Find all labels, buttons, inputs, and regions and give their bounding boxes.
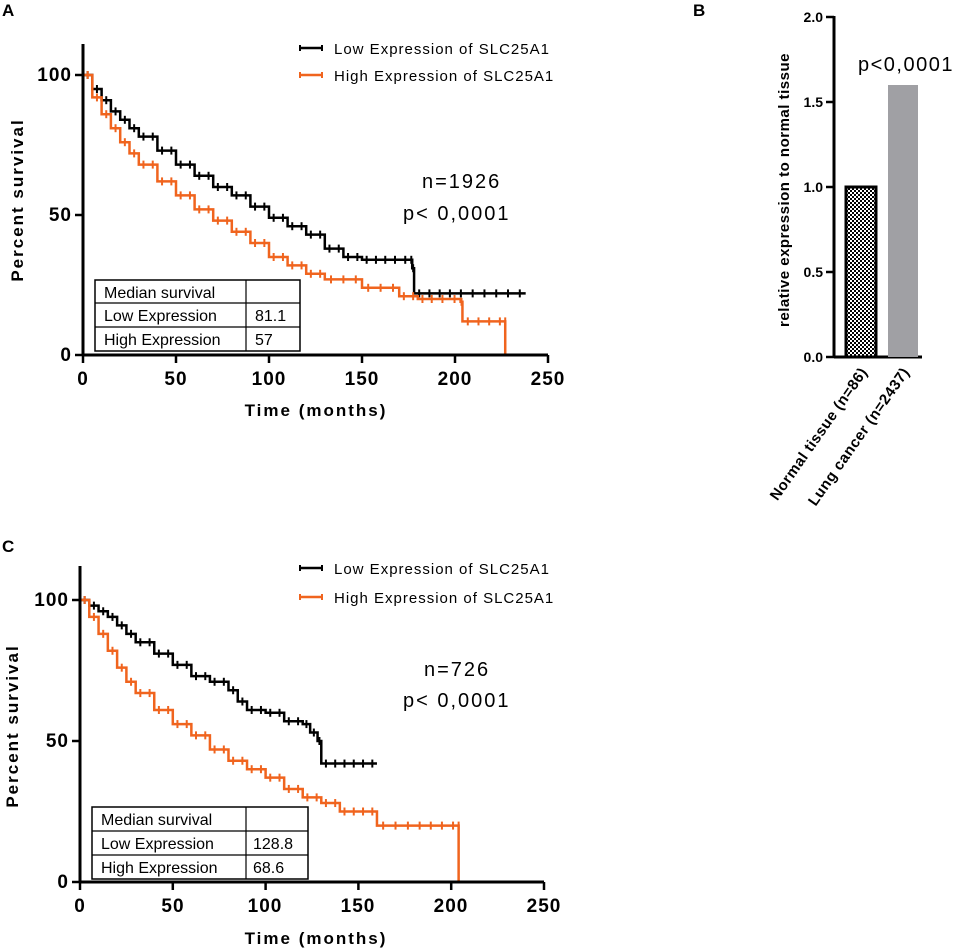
panel-a-xtick-label: 150: [345, 369, 380, 390]
panel-c: C 0 50 100 0 50 100 150 200 250 Time (mo…: [2, 537, 562, 948]
table-header: Median survival: [101, 812, 212, 829]
panel-c-xtick-label: 100: [248, 896, 283, 917]
panel-a-xtick-label: 200: [438, 369, 473, 390]
panel-a: A 0 50 100 0 50 100 150 200 250 Time (mo…: [2, 1, 566, 420]
panel-c-ytick-label: 0: [57, 872, 69, 893]
panel-b-ytick-label: 1.5: [804, 94, 824, 110]
panel-a-ytick-label: 100: [37, 65, 72, 86]
panel-a-n-annotation: n=1926: [422, 171, 501, 193]
table-cell: Low Expression: [104, 308, 217, 325]
panel-a-xtick-label: 250: [531, 369, 566, 390]
panel-c-xtick-label: 200: [434, 896, 469, 917]
panel-a-legend: Low Expression of SLC25A1 High Expressio…: [299, 41, 554, 85]
table-cell: 128.8: [253, 836, 293, 853]
table-cell: High Expression: [101, 860, 218, 877]
bar-normal-tissue: [844, 185, 878, 359]
survival-curve-low: [80, 598, 377, 765]
table-frame: [94, 279, 301, 352]
table-header: Median survival: [104, 285, 215, 302]
survival-curve-low: [83, 73, 526, 295]
panel-c-xtick-label: 0: [74, 896, 86, 917]
survival-curve-high: [83, 73, 507, 355]
table-cell: 57: [255, 332, 273, 349]
legend-label-low: Low Expression of SLC25A1: [334, 561, 550, 578]
panel-c-x-title: Time (months): [245, 929, 388, 948]
panel-b-ytick-label: 0.0: [804, 349, 824, 365]
panel-b-ytick-label: 1.0: [804, 179, 824, 195]
panel-b-p-annotation: p<0,0001: [858, 54, 954, 76]
panel-c-plot: [72, 596, 546, 890]
legend-label-high: High Expression of SLC25A1: [334, 590, 554, 607]
panel-c-p-annotation: p< 0,0001: [403, 690, 511, 712]
legend-label-low: Low Expression of SLC25A1: [334, 41, 550, 58]
panel-a-p-annotation: p< 0,0001: [403, 203, 511, 225]
panel-b-ytick-label: 0.5: [804, 264, 824, 280]
panel-c-legend: Low Expression of SLC25A1 High Expressio…: [299, 561, 554, 607]
table-cell: 81.1: [255, 308, 286, 325]
table-cell: High Expression: [104, 332, 221, 349]
panel-c-xtick-label: 250: [527, 896, 562, 917]
table-frame: [91, 806, 309, 880]
panel-c-ytick-label: 50: [46, 731, 69, 752]
panel-b-y-title: relative expression to normal tissue: [776, 53, 793, 327]
panel-b: B 0.0 0.5 1.0 1.5 2.0 relative expressio…: [693, 1, 954, 509]
legend-label-high: High Expression of SLC25A1: [334, 68, 554, 85]
panel-c-y-title: Percent survival: [3, 644, 22, 807]
panel-a-xtick-label: 50: [164, 369, 187, 390]
panel-a-xtick-label: 100: [252, 369, 287, 390]
panel-a-label: A: [2, 1, 14, 20]
panel-a-y-title: Percent survival: [8, 118, 27, 281]
bar-lung-cancer: [888, 85, 918, 357]
panel-b-ytick-label: 2.0: [804, 9, 824, 25]
panel-a-xtick-label: 0: [77, 369, 89, 390]
panel-a-x-title: Time (months): [245, 401, 388, 420]
panel-c-median-table: Median survival Low Expression 128.8 Hig…: [91, 806, 309, 880]
panel-a-median-table: Median survival Low Expression 81.1 High…: [94, 279, 301, 352]
panel-a-ytick-label: 0: [60, 345, 72, 366]
panel-c-label: C: [2, 537, 14, 556]
panel-a-ytick-label: 50: [49, 205, 72, 226]
table-cell: 68.6: [253, 860, 284, 877]
survival-curve-high: [80, 598, 460, 882]
panel-c-xtick-label: 150: [341, 896, 376, 917]
panel-b-label: B: [693, 1, 705, 20]
table-cell: Low Expression: [101, 836, 214, 853]
panel-c-xtick-label: 50: [161, 896, 184, 917]
panel-c-ytick-label: 100: [34, 590, 69, 611]
panel-c-n-annotation: n=726: [424, 659, 490, 681]
